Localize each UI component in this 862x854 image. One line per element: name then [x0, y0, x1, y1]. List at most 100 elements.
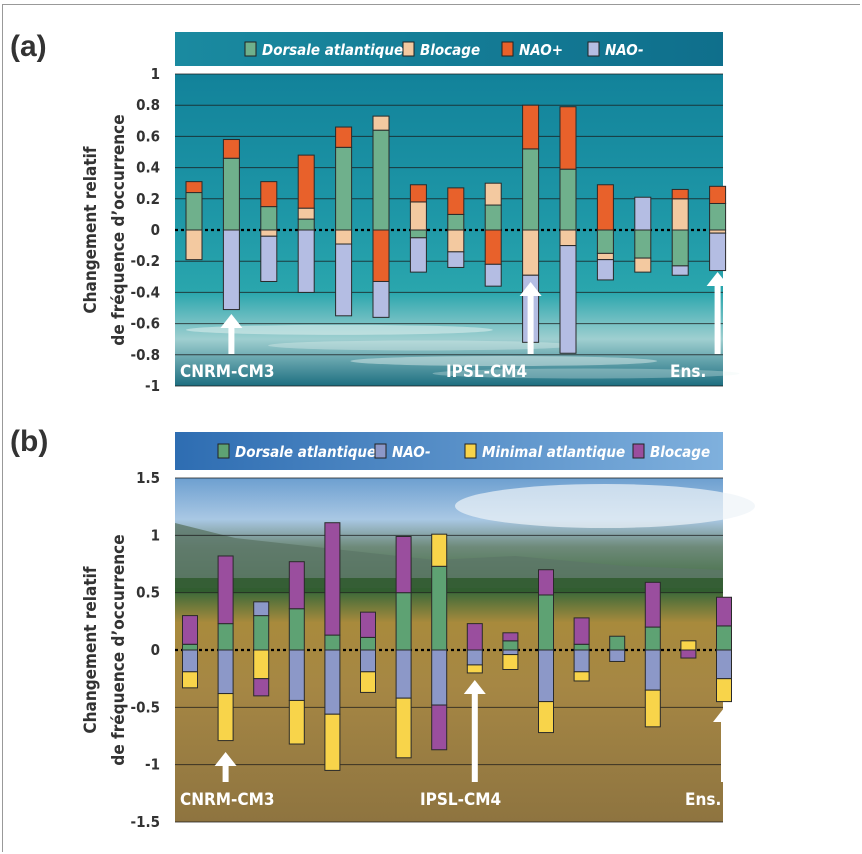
- arrow-shaft: [721, 720, 727, 782]
- bar-segment: [484, 182, 502, 206]
- bar-segment: [431, 704, 448, 751]
- bar-segment: [559, 168, 577, 231]
- bar-segment: [709, 202, 727, 231]
- bar-segment: [360, 611, 376, 638]
- bar-segment: [217, 555, 234, 625]
- bar-segment: [644, 649, 661, 691]
- model-label: CNRM-CM3: [180, 362, 274, 382]
- y-axis-label: de fréquence d’occurrence: [109, 114, 129, 345]
- y-tick-label: 0.2: [136, 190, 160, 208]
- bar-segment: [395, 697, 412, 759]
- bar-segment: [502, 632, 519, 642]
- bar-segment: [324, 713, 341, 771]
- bar-segment: [182, 671, 198, 689]
- bar-segment: [447, 187, 465, 215]
- bar-segment: [680, 649, 697, 659]
- legend-swatch: [632, 443, 645, 459]
- bar-segment: [324, 634, 341, 651]
- bar-segment: [502, 649, 519, 656]
- bar-segment: [288, 699, 305, 745]
- bar-segment: [360, 671, 376, 693]
- arrow-shaft: [471, 692, 478, 782]
- bar-segment: [538, 649, 554, 703]
- y-axis-label: Changement relatif: [81, 146, 101, 314]
- y-tick-label: 0.4: [136, 159, 160, 177]
- arrow-shaft: [714, 284, 721, 354]
- legend-label: Minimal atlantique: [482, 443, 625, 461]
- bar-segment: [538, 701, 554, 734]
- y-tick-label: -0.5: [130, 698, 160, 716]
- y-axis-label: de fréquence d’occurrence: [109, 534, 129, 765]
- bar-segment: [409, 237, 427, 273]
- bar-segment: [538, 569, 554, 596]
- legend-label: Blocage: [420, 41, 480, 59]
- bar-segment: [288, 561, 305, 610]
- bar-segment: [671, 265, 689, 276]
- legend-label: NAO-: [392, 443, 431, 461]
- legend-swatch: [587, 41, 600, 57]
- legend-swatch: [217, 443, 230, 459]
- bar-segment: [634, 229, 652, 259]
- bar-segment: [182, 643, 198, 651]
- legend-swatch: [402, 41, 415, 57]
- arrow-head: [706, 272, 729, 286]
- bar-segment: [716, 625, 732, 651]
- bar-segment: [502, 654, 519, 670]
- wave-streak: [350, 356, 658, 367]
- bar-segment: [260, 235, 278, 282]
- bar-segment: [222, 229, 240, 311]
- bar-segment: [634, 196, 652, 231]
- y-tick-label: -0.2: [130, 252, 160, 270]
- bar-segment: [260, 206, 278, 231]
- model-label: IPSL-CM4: [446, 362, 527, 382]
- legend-label: Dorsale atlantique: [235, 443, 376, 461]
- bar-segment: [573, 617, 590, 645]
- bar-segment: [644, 581, 661, 628]
- bar-segment: [716, 596, 732, 627]
- bar-segment: [596, 252, 614, 261]
- bar-segment: [288, 649, 305, 701]
- bar-segment: [372, 229, 390, 282]
- bar-segment: [182, 649, 198, 673]
- y-tick-label: 1: [151, 65, 160, 83]
- bar-segment: [538, 594, 554, 651]
- bar-segment: [335, 243, 353, 317]
- bar-segment: [634, 257, 652, 273]
- legend-bar: [175, 432, 723, 470]
- bar-segment: [217, 623, 234, 651]
- arrow-head: [519, 282, 542, 296]
- arrow-shaft: [527, 294, 534, 354]
- bar-segment: [573, 643, 590, 651]
- bar-segment: [297, 154, 315, 209]
- legend-swatch: [464, 443, 477, 459]
- legend-swatch: [501, 41, 514, 57]
- bar-segment: [522, 229, 540, 276]
- bar-segment: [409, 229, 427, 239]
- bar-segment: [522, 104, 540, 150]
- bar-segment: [324, 522, 341, 636]
- arrow-head: [463, 680, 486, 694]
- arrow-head: [713, 708, 735, 722]
- bar-segment: [409, 184, 427, 203]
- bar-segment: [596, 259, 614, 281]
- bar-segment: [431, 533, 448, 567]
- bar-segment: [260, 229, 278, 237]
- bar-segment: [644, 689, 661, 728]
- bar-segment: [716, 649, 732, 680]
- legend-label: Dorsale atlantique: [262, 41, 403, 59]
- arrow-shaft: [228, 326, 235, 354]
- legend-label: NAO-: [605, 41, 644, 59]
- bar-segment: [395, 592, 412, 651]
- bar-segment: [466, 664, 483, 674]
- bar-segment: [335, 146, 353, 231]
- bar-segment: [522, 148, 540, 231]
- panel-label-a: (a): [10, 30, 47, 63]
- legend-label: NAO+: [519, 41, 563, 59]
- bar-segment: [484, 263, 502, 287]
- bar-segment: [559, 229, 577, 247]
- bar-segment: [573, 671, 590, 682]
- bar-segment: [372, 280, 390, 318]
- y-tick-label: 1.5: [136, 469, 160, 487]
- bar-segment: [671, 198, 689, 231]
- bar-segment: [253, 601, 270, 617]
